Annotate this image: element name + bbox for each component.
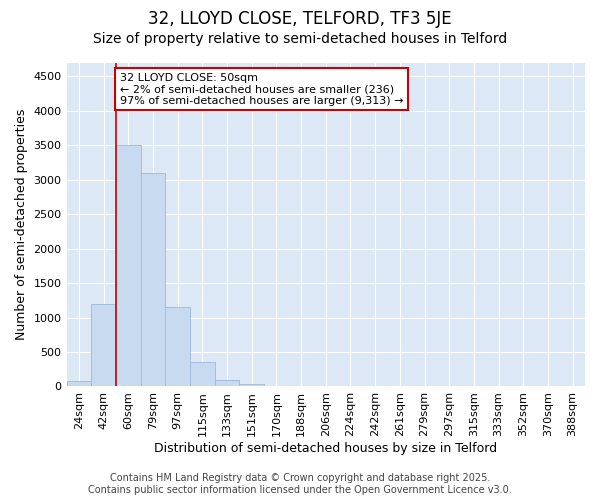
Bar xyxy=(91,304,116,386)
Text: 32, LLOYD CLOSE, TELFORD, TF3 5JE: 32, LLOYD CLOSE, TELFORD, TF3 5JE xyxy=(148,10,452,28)
Text: Contains HM Land Registry data © Crown copyright and database right 2025.
Contai: Contains HM Land Registry data © Crown c… xyxy=(88,474,512,495)
Bar xyxy=(67,382,91,386)
X-axis label: Distribution of semi-detached houses by size in Telford: Distribution of semi-detached houses by … xyxy=(154,442,497,455)
Bar xyxy=(165,307,190,386)
Y-axis label: Number of semi-detached properties: Number of semi-detached properties xyxy=(15,109,28,340)
Text: Size of property relative to semi-detached houses in Telford: Size of property relative to semi-detach… xyxy=(93,32,507,46)
Bar xyxy=(190,362,215,386)
Bar xyxy=(215,380,239,386)
Bar xyxy=(116,145,140,386)
Bar xyxy=(239,384,264,386)
Text: 32 LLOYD CLOSE: 50sqm
← 2% of semi-detached houses are smaller (236)
97% of semi: 32 LLOYD CLOSE: 50sqm ← 2% of semi-detac… xyxy=(119,73,403,106)
Bar xyxy=(140,173,165,386)
